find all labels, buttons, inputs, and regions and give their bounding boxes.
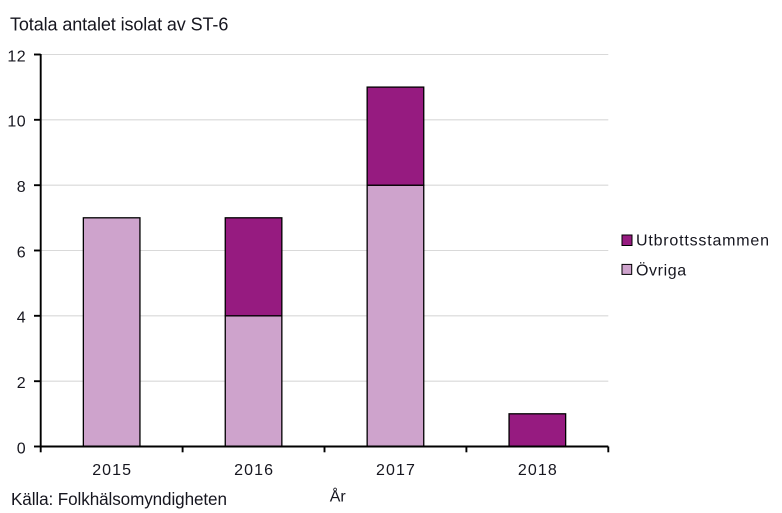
svg-text:2015: 2015 [92,462,132,479]
svg-text:6: 6 [17,244,26,261]
svg-text:8: 8 [17,179,26,196]
svg-text:Övriga: Övriga [636,261,687,279]
svg-text:2018: 2018 [518,462,558,479]
svg-text:0: 0 [17,440,26,457]
svg-text:2: 2 [17,375,26,392]
svg-text:Källa: Folkhälsomyndigheten: Källa: Folkhälsomyndigheten [11,490,227,509]
svg-text:12: 12 [7,48,26,65]
svg-text:Totala antalet isolat av ST-6: Totala antalet isolat av ST-6 [10,15,228,35]
svg-text:2017: 2017 [376,462,416,479]
svg-text:4: 4 [17,310,26,327]
svg-text:Utbrottsstammen: Utbrottsstammen [636,233,770,250]
svg-text:10: 10 [7,114,26,131]
svg-text:2016: 2016 [234,462,274,479]
svg-text:År: År [330,487,347,506]
